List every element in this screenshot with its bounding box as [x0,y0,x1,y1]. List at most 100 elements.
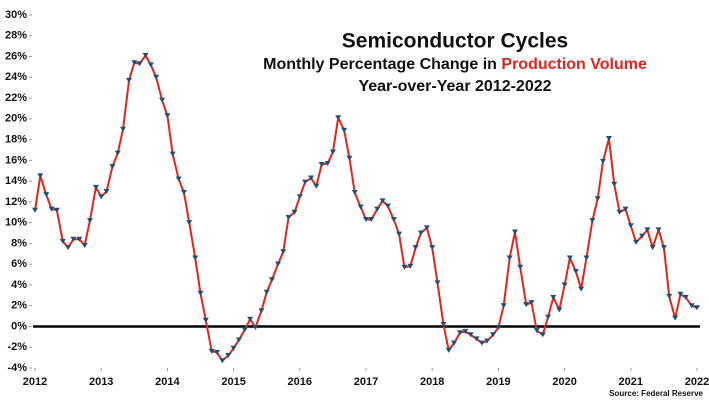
point-marker [247,316,254,322]
y-tick-label: 6% [11,258,27,270]
y-tick-label: 14% [5,175,27,187]
point-marker [81,242,88,248]
point-marker [308,175,315,181]
point-marker [639,233,646,239]
subtitle-highlight: Production Volume [501,56,647,73]
point-marker [202,317,209,323]
point-marker [114,150,121,156]
point-marker [98,194,105,200]
point-marker [142,52,149,58]
point-marker [169,151,176,157]
point-marker [59,238,66,244]
point-marker [539,332,546,338]
subtitle-text: Monthly Percentage Change in [263,56,497,73]
point-marker [688,303,695,309]
chart-subtitle-2: Year-over-Year 2012-2022 [358,78,551,95]
point-marker [484,338,491,344]
point-marker [180,190,187,196]
point-marker [467,332,474,338]
point-marker [296,194,303,200]
y-tick-label: 10% [5,217,27,229]
point-marker [252,325,259,331]
point-marker [219,358,226,364]
x-tick-label: 2013 [89,376,113,388]
point-marker [451,340,458,346]
point-marker [32,207,38,213]
point-marker [694,305,700,311]
point-marker [274,261,281,267]
y-tick-label: 4% [11,279,27,291]
point-marker [357,204,364,210]
point-marker [192,255,199,261]
point-marker [556,307,563,313]
x-tick-label: 2020 [552,376,576,388]
point-marker [384,203,391,209]
point-marker [517,264,524,270]
point-marker [43,192,50,198]
point-marker [566,255,573,261]
x-tick-label: 2021 [619,376,643,388]
point-marker [396,231,403,237]
x-tick-label: 2014 [155,376,180,388]
point-marker [611,181,618,187]
point-marker [268,277,275,283]
x-tick-label: 2017 [354,376,378,388]
y-tick-label: 0% [11,320,27,332]
point-marker [335,115,342,121]
y-tick-label: 2% [11,300,27,312]
chart-subtitle: Monthly Percentage Change in Production … [263,56,647,73]
y-tick-label: 12% [5,196,27,208]
point-marker [616,209,623,215]
point-marker [329,149,336,155]
x-tick-label: 2015 [221,376,245,388]
x-tick-label: 2019 [486,376,510,388]
point-marker [313,183,320,189]
point-marker [500,303,507,309]
point-marker [230,345,237,351]
x-tick-label: 2018 [420,376,444,388]
point-marker [445,347,452,353]
point-marker [324,160,331,166]
point-marker [346,155,353,161]
point-marker [280,249,287,255]
point-marker [506,255,513,261]
point-marker [583,255,590,261]
y-tick-label: 8% [11,237,27,249]
point-marker [572,268,579,274]
point-marker [70,236,77,242]
y-tick-label: 16% [5,154,27,166]
y-tick-label: 30% [5,9,27,21]
series-line [34,54,698,362]
point-marker [379,198,386,204]
point-marker [48,206,55,212]
point-marker [666,293,673,299]
point-marker [594,196,601,202]
point-marker [523,302,530,308]
point-marker [147,62,154,68]
y-tick-label: -4% [7,362,27,374]
point-marker [528,300,535,306]
point-marker [655,227,662,233]
y-tick-label: 20% [5,113,27,125]
point-marker [627,223,634,229]
x-tick-label: 2012 [23,376,47,388]
point-marker [511,229,518,235]
point-marker [363,217,369,223]
point-marker [401,264,408,270]
point-marker [440,321,447,327]
point-marker [186,220,193,226]
point-marker [302,179,309,185]
y-tick-label: -2% [7,341,27,353]
point-marker [457,330,464,336]
point-marker [473,336,480,342]
point-marker [153,74,160,80]
point-marker [649,245,656,251]
point-marker [672,315,679,321]
source-note: Source: Federal Reserve [609,389,703,398]
point-marker [533,328,540,334]
point-marker [578,286,585,292]
point-marker [291,209,298,215]
point-marker [462,329,469,335]
